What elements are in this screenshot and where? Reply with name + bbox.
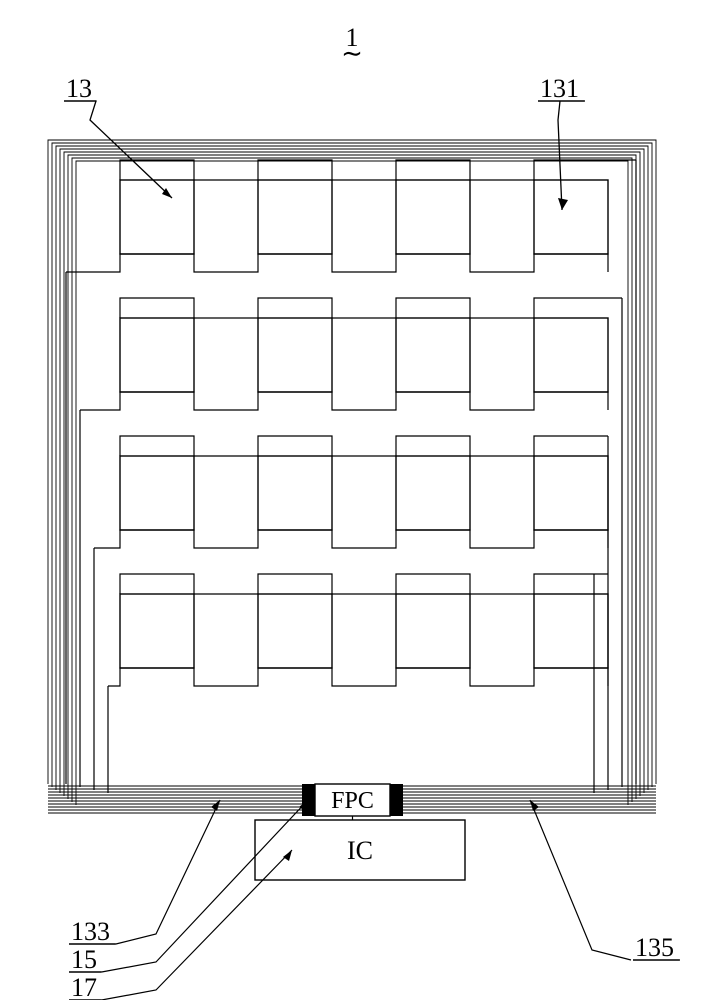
label-13: 13 (66, 74, 92, 103)
figure-ref-tilde: ∼ (341, 39, 363, 68)
fpc-label: FPC (331, 788, 374, 814)
label-131: 131 (540, 74, 579, 103)
label-133: 133 (71, 917, 110, 946)
label-15: 15 (71, 945, 97, 974)
label-17: 17 (71, 973, 97, 1000)
label-135: 135 (635, 933, 674, 962)
ic-label: IC (347, 836, 373, 865)
